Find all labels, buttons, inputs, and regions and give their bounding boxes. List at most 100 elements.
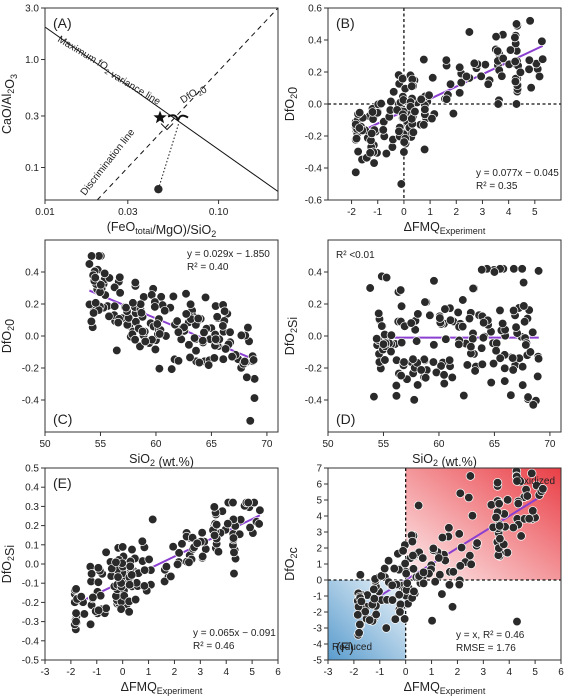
panel-label: (E) [53,475,72,491]
y-tick-label: 7 [316,464,322,475]
data-point [374,308,384,319]
panel-label: (C) [53,411,72,427]
data-point [209,502,219,512]
data-point [458,321,468,332]
data-point [386,330,397,340]
data-point [154,363,165,374]
data-point [418,578,429,588]
data-point [367,128,377,139]
y-tick-label: 1 [316,560,322,571]
data-point [510,32,520,43]
data-point [477,359,487,369]
y-tick-label: -2 [313,608,322,619]
data-point [510,56,520,67]
data-point [184,557,194,567]
data-point [88,592,98,603]
data-point [194,357,204,368]
data-point [204,360,214,370]
data-point [538,484,548,494]
data-point [161,562,172,572]
y-tick-label: 0.2 [308,300,322,311]
data-point [467,510,478,521]
data-point [376,98,386,109]
data-point [444,355,455,365]
y-tick-label: -5 [313,656,322,667]
x-axis-label: (FeOtotal/MgO)/SiO2 [107,220,217,239]
y-axis-label: DfO2c [283,547,300,581]
data-point [135,299,146,309]
data-point [524,514,534,524]
data-point [225,327,235,337]
data-point [387,595,398,605]
data-point [456,542,467,553]
x-axis-label: ΔFMQExperiment [404,680,486,696]
data-point [454,579,464,590]
data-point [448,567,458,577]
x-tick-label: 6 [275,667,281,678]
data-point [229,547,239,558]
data-point [408,564,419,574]
data-point [381,623,391,633]
data-point [419,120,429,130]
data-point [525,16,535,26]
data-point [390,614,400,624]
data-point [112,345,122,356]
data-point [249,393,260,403]
data-point [391,380,401,391]
x-tick-label: 2 [453,207,459,218]
data-point [377,321,387,331]
sample-point [154,184,163,194]
data-point [505,45,516,55]
data-point [191,346,201,356]
x-tick-label: 5 [532,667,538,678]
data-point [398,546,408,556]
data-point [519,301,529,311]
data-point [447,602,458,612]
data-point [354,628,364,638]
y-tick-label: -0.1 [22,579,40,590]
data-point [394,590,404,600]
data-point [355,107,365,118]
data-point [436,361,446,371]
data-point [193,313,203,324]
data-point [444,523,454,533]
data-point [248,355,259,365]
data-point [109,282,120,293]
data-point [152,319,162,329]
x-tick-label: 50 [322,439,334,450]
data-point [96,591,106,601]
dfo2-brace [167,114,189,121]
y-tick-label: -0.2 [305,364,323,375]
data-point [513,498,523,509]
data-point [441,334,451,344]
data-point [369,391,379,402]
x-tick-label: 65 [206,439,218,450]
data-point [522,491,532,501]
data-point [419,54,429,65]
data-point [506,390,516,400]
oxidized-label: Oxidized [516,476,555,487]
data-point [130,277,140,288]
panel-label: (A) [53,15,72,31]
data-point [472,538,482,548]
data-point [477,265,487,275]
data-point [148,514,158,525]
data-point [228,497,238,508]
data-point [192,538,202,548]
data-point [470,366,480,376]
data-point [71,584,81,594]
data-point [479,318,489,328]
data-point [533,354,544,364]
data-point [453,307,463,318]
y-tick-label: 3 [316,528,322,539]
x-axis-label: SiO2 (wt.%) [412,452,477,469]
y-tick-label: 0.4 [308,36,322,47]
data-point [418,567,429,577]
y-axis-label: DfO20 [0,319,17,353]
plot-area [328,8,561,200]
panel-label: (B) [336,15,355,31]
x-tick-label: -1 [92,667,101,678]
data-point [159,576,170,587]
data-point [413,500,424,511]
data-point [437,589,447,599]
